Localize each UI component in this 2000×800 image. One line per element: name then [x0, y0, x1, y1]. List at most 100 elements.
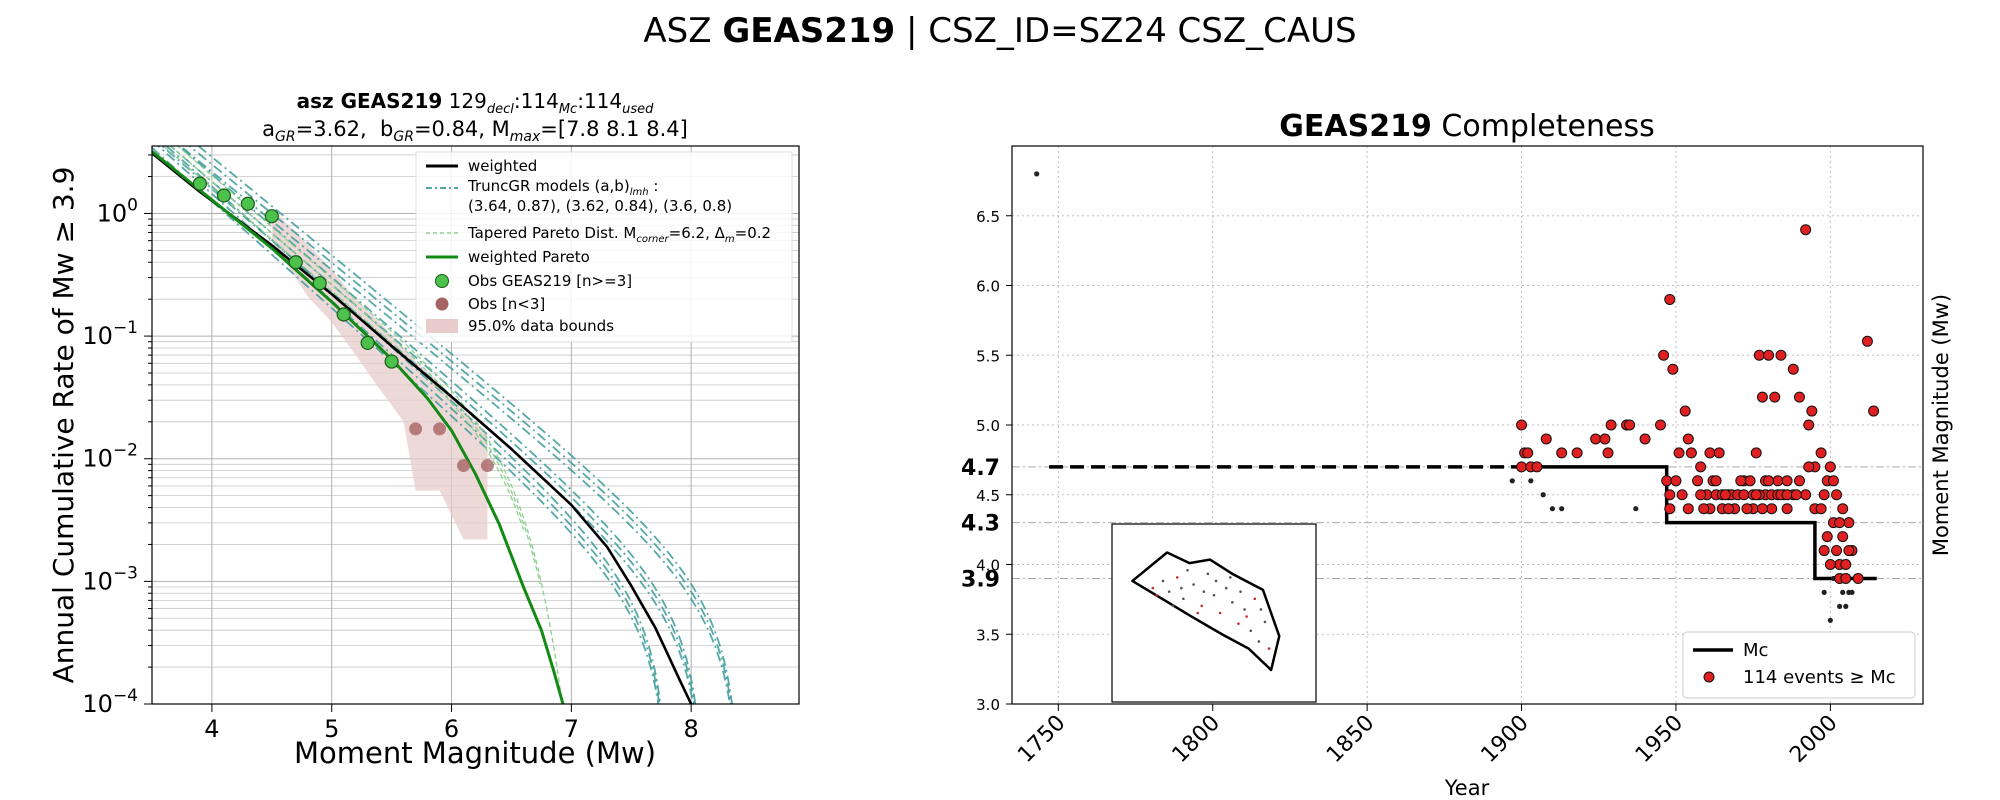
event-above-mc	[1670, 475, 1682, 487]
right-legend-label: Mc	[1743, 640, 1768, 661]
inset-event-point	[1259, 608, 1263, 611]
legend-label: weighted Pareto	[468, 248, 590, 266]
truncgr-model-curve	[196, 146, 733, 704]
inset-event-point	[1237, 622, 1240, 625]
event-above-mc	[1655, 419, 1667, 431]
inset-event-point	[1155, 593, 1159, 597]
legend-label-line2: (3.64, 0.87), (3.62, 0.84), (3.6, 0.8)	[468, 197, 732, 215]
inset-map	[1111, 523, 1317, 703]
obs-point	[192, 176, 208, 191]
mc-level-label: 4.3	[961, 512, 1000, 537]
legend-label: Obs [n<3]	[468, 295, 545, 313]
obs-point	[216, 188, 231, 203]
inset-event-point	[1186, 568, 1189, 572]
left-title-decl-sub: decl	[487, 102, 514, 117]
event-above-mc	[1840, 559, 1852, 570]
right-xtick-label: 1750	[1013, 711, 1070, 768]
event-above-mc	[1639, 433, 1651, 445]
event-above-mc	[1843, 545, 1855, 557]
right-ytick-label: 4.5	[976, 487, 1000, 505]
a-gr-value: =3.62,	[296, 117, 380, 141]
event-above-mc	[1821, 531, 1833, 543]
left-xtick-label: 6	[444, 715, 459, 743]
a-gr-label: a	[262, 117, 275, 141]
event-below-mc	[1509, 478, 1515, 484]
event-above-mc	[1664, 503, 1676, 515]
event-above-mc	[1692, 475, 1704, 487]
inset-event-point	[1196, 611, 1199, 615]
inset-event-point	[1243, 608, 1246, 611]
inset-event-point	[1202, 590, 1206, 593]
right-title-rest: Completeness	[1432, 109, 1655, 144]
mc-level-label: 4.7	[961, 456, 1000, 481]
obs-point	[384, 354, 399, 369]
inset-event-point	[1192, 583, 1195, 586]
completeness-chart: GEAS219 Completeness 1750 1800 1850 1900 195…	[961, 109, 1953, 800]
event-above-mc	[1704, 447, 1716, 459]
left-x-axis-label: Moment Magnitude (Mw)	[294, 736, 656, 770]
event-above-mc	[1824, 461, 1836, 473]
left-xtick-label: 5	[324, 715, 339, 743]
left-plot-area	[152, 146, 733, 704]
event-above-mc	[1818, 545, 1830, 557]
left-y-axis-label: Annual Cumulative Rate of Mw ≥ 3.9	[47, 167, 80, 684]
left-title-mc-sub: Mc	[559, 102, 577, 117]
event-above-mc	[1735, 475, 1747, 487]
event-above-mc	[1781, 503, 1793, 515]
event-above-mc	[1787, 363, 1799, 375]
event-above-mc	[1769, 391, 1781, 403]
event-above-mc	[1750, 447, 1762, 459]
event-above-mc	[1571, 447, 1583, 459]
inset-event-point	[1218, 611, 1222, 615]
left-title-mc-count: 114	[521, 89, 559, 113]
legend-label: 95.0% data bounds	[468, 317, 614, 335]
event-below-mc	[1540, 492, 1546, 498]
inset-event-point	[1263, 620, 1267, 624]
event-below-mc	[1528, 478, 1534, 484]
event-above-mc	[1516, 419, 1528, 431]
suptitle-prefix: ASZ	[643, 11, 722, 51]
left-title-line2: aGR=3.62, bGR=0.84, Mmax=[7.8 8.1 8.4]	[262, 117, 688, 145]
event-above-mc	[1803, 419, 1815, 431]
event-above-mc	[1605, 419, 1617, 431]
event-above-mc	[1682, 433, 1694, 445]
mmax-sub: max	[510, 129, 541, 145]
event-above-mc	[1766, 503, 1778, 515]
left-legend-box	[415, 151, 793, 343]
magnitude-frequency-chart: asz GEAS219 129decl:114Mc:114used aGR=3.…	[47, 89, 800, 770]
event-below-mc	[1821, 589, 1827, 596]
obs-small-point	[409, 422, 423, 436]
right-x-axis-label: Year	[1444, 776, 1490, 800]
event-above-mc	[1695, 489, 1707, 501]
event-above-mc	[1698, 503, 1710, 515]
obs-point	[360, 335, 375, 350]
event-above-mc	[1831, 489, 1843, 501]
left-xtick-label: 7	[564, 715, 579, 743]
left-title-bold: asz GEAS219	[297, 89, 443, 113]
event-below-mc	[1827, 617, 1833, 623]
event-above-mc	[1602, 447, 1614, 459]
event-above-mc	[1750, 489, 1762, 501]
obs-small-point	[433, 422, 447, 436]
legend-label: Tapered Pareto Dist. Mcorner=6.2, Δm=0.2	[467, 224, 771, 245]
event-above-mc	[1713, 447, 1725, 459]
legend-label: weighted	[468, 157, 537, 175]
inset-event-point	[1167, 590, 1171, 593]
event-above-mc	[1868, 405, 1880, 417]
right-xtick-label: 1800	[1168, 711, 1225, 768]
event-above-mc	[1664, 293, 1676, 305]
event-above-mc	[1793, 475, 1805, 487]
a-gr-sub: GR	[275, 129, 296, 145]
inset-frame	[1111, 523, 1317, 703]
left-axes-frame	[151, 145, 800, 705]
event-above-mc	[1753, 349, 1765, 361]
event-above-mc	[1852, 572, 1864, 584]
event-below-mc	[1837, 603, 1843, 609]
right-xtick-label: 1850	[1322, 711, 1379, 768]
event-below-mc	[1559, 506, 1565, 512]
event-below-mc	[1843, 603, 1849, 609]
event-below-mc	[1840, 589, 1846, 596]
right-title-bold: GEAS219	[1279, 109, 1432, 144]
inset-event-point	[1239, 590, 1242, 593]
inset-event-point	[1180, 586, 1183, 590]
